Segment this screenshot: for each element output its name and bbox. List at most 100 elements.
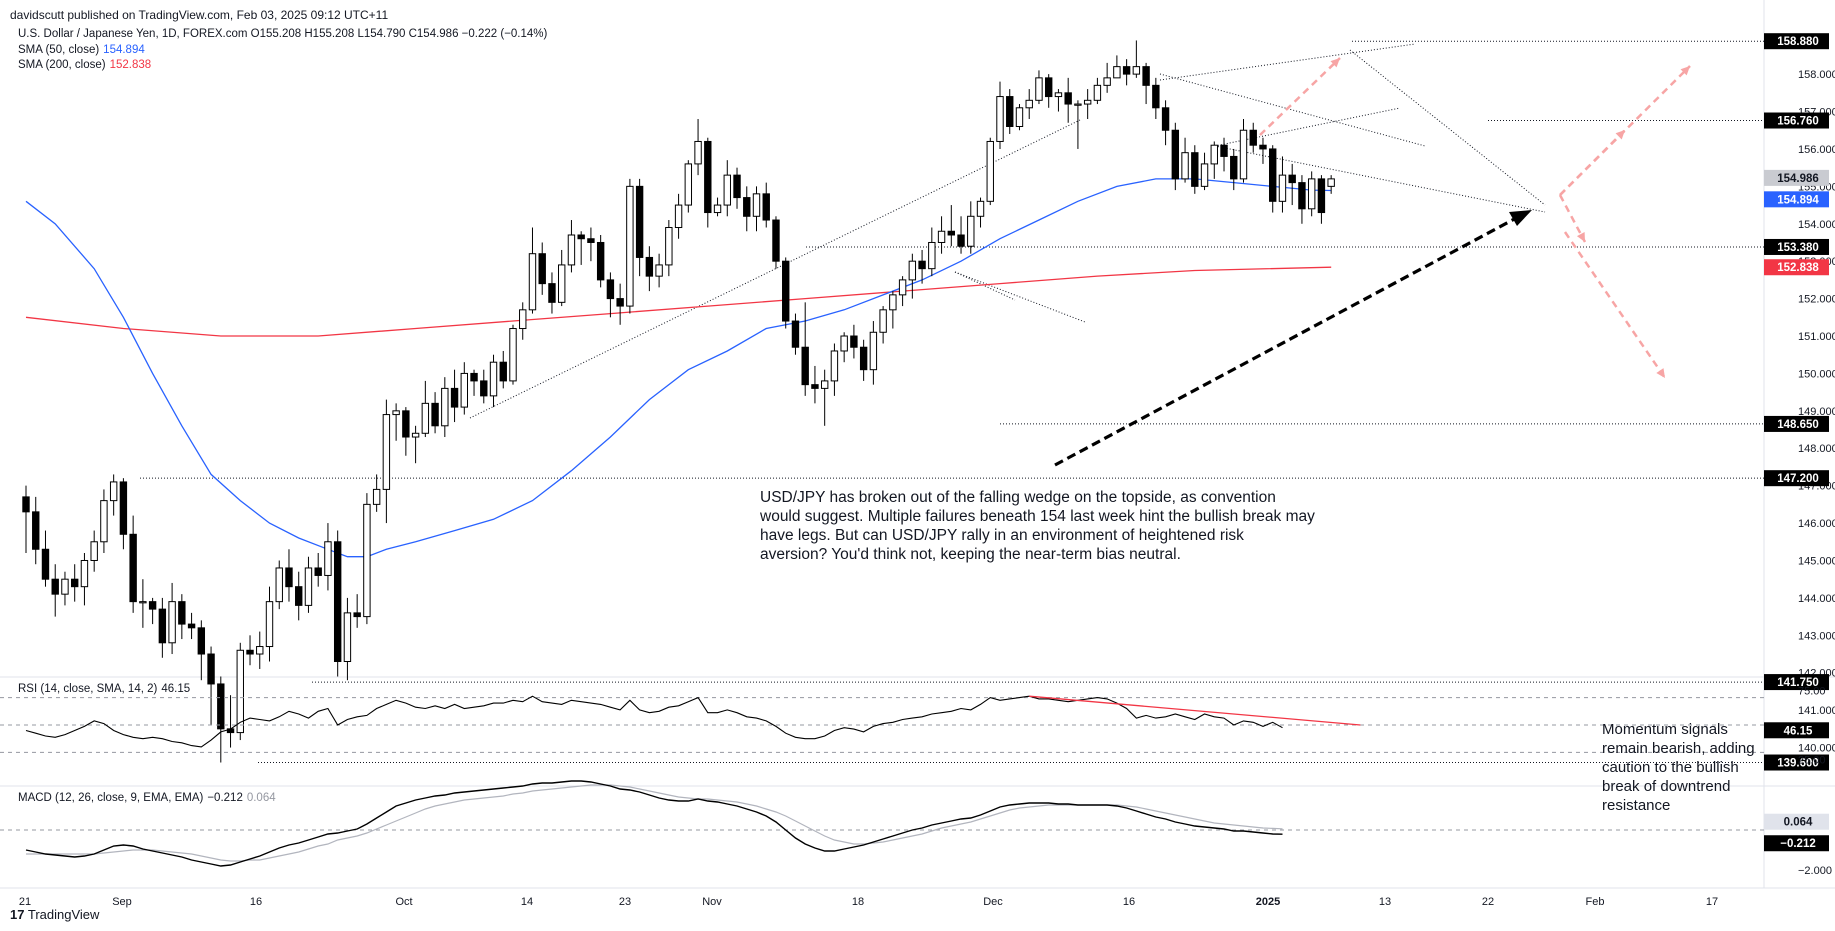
candle-body <box>363 503 371 618</box>
y-tick-label: 148.000 <box>1798 443 1835 455</box>
macd-legend[interactable]: MACD (12, 26, close, 9, EMA, EMA) −0.212 0… <box>18 792 276 804</box>
candle-body <box>1015 107 1024 127</box>
price-tag-label: 139.600 <box>1777 758 1819 770</box>
candle-body <box>1259 144 1267 150</box>
y-tick-label: 158.000 <box>1798 69 1835 81</box>
x-tick-label: 18 <box>852 896 864 908</box>
candle-body <box>265 601 274 648</box>
price-tag-label: 147.200 <box>1777 473 1819 485</box>
candle-body <box>704 140 712 214</box>
sma200-line <box>25 266 1332 337</box>
price-tag-label: 152.838 <box>1777 262 1819 274</box>
candle-body <box>1220 144 1228 157</box>
price-tag <box>1764 259 1829 276</box>
scenario-arrow-line <box>1259 57 1341 136</box>
price-tag <box>1764 674 1829 691</box>
candle-body <box>499 361 507 382</box>
candle-body <box>1191 152 1199 187</box>
price-tag <box>1764 754 1829 771</box>
tradingview-brand: 17 TradingView <box>10 907 99 922</box>
candle-body <box>411 432 420 438</box>
candle-body <box>879 309 887 333</box>
tradingview-logo-icon: 17 <box>10 907 25 922</box>
candle-body <box>382 414 391 490</box>
candle-body <box>733 174 741 199</box>
candle-body <box>314 567 322 576</box>
analysis-annotation: USD/JPY has broken out of the falling we… <box>760 489 1315 563</box>
candle-body <box>285 567 293 588</box>
trend-line <box>954 271 1086 323</box>
candle-body <box>655 264 663 277</box>
candle-body <box>1298 182 1306 210</box>
candle-body <box>694 140 702 165</box>
x-tick-label: 13 <box>1379 896 1391 908</box>
x-tick-label: Nov <box>702 896 722 908</box>
candle-body <box>217 683 225 730</box>
x-tick-label: 17 <box>1706 896 1718 908</box>
symbol-legend[interactable]: U.S. Dollar / Japanese Yen, 1D, FOREX.co… <box>18 28 548 40</box>
candle-body <box>1278 174 1287 202</box>
y-tick-label: 143.000 <box>1798 630 1835 642</box>
rsi-tick-label: 75.00 <box>1798 686 1826 698</box>
sma50-legend[interactable]: SMA (50, close) 154.894 <box>18 44 145 56</box>
candle-body <box>1132 66 1141 75</box>
candle-body <box>928 241 936 270</box>
rsi-legend-value: 46.15 <box>161 683 191 695</box>
scenario-arrow-line <box>1558 194 1587 243</box>
candle-body <box>460 372 469 408</box>
candle-body <box>1181 152 1189 180</box>
price-tag-label: 154.894 <box>1777 194 1819 206</box>
candle-body <box>480 380 488 397</box>
rsi-legend[interactable]: RSI (14, close, SMA, 14, 2) 46.15 <box>18 683 190 695</box>
x-tick-label: Oct <box>395 896 412 908</box>
rsi-line <box>25 695 1283 748</box>
candle-body <box>51 578 59 595</box>
candle-body <box>1122 66 1131 75</box>
candle-body <box>441 387 449 427</box>
candle-body <box>869 331 878 371</box>
trend-line <box>1214 145 1546 213</box>
candle-body <box>304 567 313 606</box>
candle-body <box>1083 99 1092 105</box>
sma50-legend-label: SMA (50, close) <box>18 44 100 56</box>
candle-body <box>158 608 167 644</box>
sma50-legend-value: 154.894 <box>103 44 145 56</box>
candle-body <box>1093 84 1102 101</box>
candle-body <box>1064 92 1072 105</box>
candle-body <box>850 335 858 348</box>
candle-body <box>129 533 137 603</box>
candle-body <box>470 372 478 382</box>
x-tick-label: Sep <box>112 896 132 908</box>
candle-body <box>1249 129 1257 146</box>
candle-body <box>489 361 498 397</box>
candle-body <box>275 567 283 603</box>
candle-body <box>148 601 157 610</box>
x-tick-label: 16 <box>1123 896 1135 908</box>
candle-body <box>801 346 809 386</box>
candle-body <box>509 328 517 382</box>
candle-body <box>1200 163 1209 187</box>
candle-body <box>986 140 994 202</box>
macd-value-tag <box>1764 835 1829 852</box>
macd-signal-tag-label: 0.064 <box>1784 817 1813 829</box>
candle-body <box>1045 77 1053 98</box>
candle-body <box>256 646 264 655</box>
y-tick-label: 154.000 <box>1798 219 1835 231</box>
price-tag-label: 158.880 <box>1777 36 1819 48</box>
candle-body <box>967 215 975 247</box>
candle-body <box>1103 77 1111 86</box>
y-tick-label: 145.000 <box>1798 555 1835 567</box>
candle-body <box>1288 174 1296 184</box>
candle-body <box>606 279 615 300</box>
candle-body <box>898 279 907 296</box>
price-tag-label: 154.986 <box>1777 173 1819 185</box>
candle-body <box>1327 178 1335 187</box>
price-tag-label: 148.650 <box>1777 419 1819 431</box>
x-tick-label: 2025 <box>1256 896 1280 908</box>
candle-body <box>80 559 89 588</box>
x-tick-label: 23 <box>619 896 631 908</box>
rsi-legend-label: RSI (14, close, SMA, 14, 2) <box>18 683 158 695</box>
sma200-legend[interactable]: SMA (200, close) 152.838 <box>18 59 151 71</box>
